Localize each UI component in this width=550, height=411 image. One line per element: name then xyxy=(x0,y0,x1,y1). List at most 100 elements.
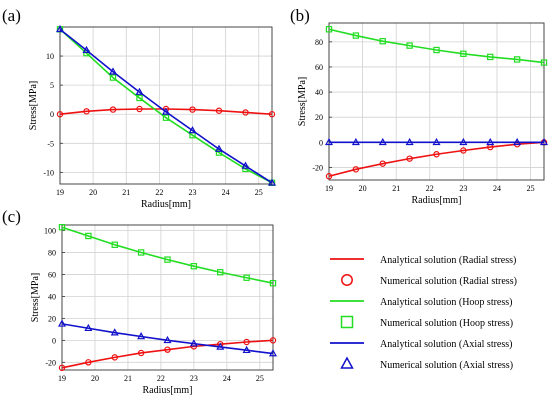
x-tick-label: 19 xyxy=(58,374,66,383)
x-tick-label: 24 xyxy=(223,374,231,383)
series-3 xyxy=(324,137,549,146)
data-point xyxy=(351,137,360,146)
x-tick-label: 22 xyxy=(426,184,434,193)
y-tick-label: 40 xyxy=(315,88,323,97)
data-point xyxy=(243,338,250,346)
x-tick-label: 23 xyxy=(190,374,198,383)
y-tick-label: 60 xyxy=(48,270,56,279)
data-point xyxy=(56,111,64,118)
data-point xyxy=(540,59,548,66)
series-line xyxy=(59,28,273,184)
data-point xyxy=(162,114,170,121)
x-tick-label: 23 xyxy=(459,184,467,193)
y-tick-label: -5 xyxy=(47,139,54,148)
y-tick-label: 0 xyxy=(52,336,56,345)
data-point xyxy=(136,105,143,113)
plot-frame xyxy=(59,26,273,185)
series-1 xyxy=(325,139,548,180)
x-tick-label: 21 xyxy=(392,184,400,193)
data-point xyxy=(243,274,250,281)
data-point xyxy=(432,137,441,146)
legend-marker-circle xyxy=(341,274,353,286)
data-point xyxy=(378,137,387,146)
series-2 xyxy=(58,223,277,287)
y-tick-label: 5 xyxy=(50,81,54,90)
y-tick-label: 40 xyxy=(48,292,56,301)
data-point xyxy=(486,137,495,146)
legend-label: Numerical solution (Hoop stress) xyxy=(380,318,513,329)
x-tick-label: 25 xyxy=(255,188,263,197)
x-tick-label: 20 xyxy=(359,184,367,193)
series-line xyxy=(59,28,273,184)
data-point xyxy=(137,349,145,357)
legend-label: Analytical solution (Axial stress) xyxy=(380,339,512,350)
y-tick-label: -20 xyxy=(312,163,323,172)
data-point xyxy=(269,337,277,344)
series-line xyxy=(328,141,545,178)
x-tick-label: 24 xyxy=(493,184,501,193)
x-tick-label: 21 xyxy=(122,188,130,197)
data-point xyxy=(325,173,333,180)
x-tick-label: 19 xyxy=(56,188,64,197)
data-point xyxy=(214,144,224,152)
y-tick-label: 0 xyxy=(319,138,323,147)
y-tick-label: 80 xyxy=(48,248,56,257)
data-point xyxy=(58,364,66,372)
series-2 xyxy=(325,26,548,66)
data-point xyxy=(268,349,278,357)
data-point xyxy=(539,137,549,146)
data-point xyxy=(405,137,414,146)
x-tick-label: 21 xyxy=(124,374,132,383)
data-point xyxy=(460,147,467,154)
data-point xyxy=(269,280,277,287)
x-axis-label: Radius[mm] xyxy=(141,199,191,210)
chart-panel-2: (b) 19 20 21 22 23 24 25 -20 0 20 40 60 80 Radius[mm] S… xyxy=(290,6,549,206)
data-point xyxy=(513,56,521,63)
data-point xyxy=(164,256,171,263)
data-point xyxy=(216,342,225,350)
panel-label: (a) xyxy=(2,6,21,25)
data-point xyxy=(136,94,143,102)
series-line xyxy=(61,226,274,285)
series-line xyxy=(61,323,274,355)
data-point xyxy=(84,323,93,332)
y-tick-label: 20 xyxy=(315,113,323,122)
data-point xyxy=(109,74,117,81)
data-point xyxy=(215,107,223,114)
data-point xyxy=(352,32,360,39)
x-tick-label: 20 xyxy=(89,188,97,197)
data-point xyxy=(352,166,360,173)
data-point xyxy=(268,111,276,118)
data-point xyxy=(109,106,117,113)
data-point xyxy=(189,339,198,347)
data-point xyxy=(242,345,251,354)
data-point xyxy=(111,354,118,361)
data-point xyxy=(189,106,196,113)
data-point xyxy=(459,137,468,146)
y-tick-label: 20 xyxy=(48,314,56,323)
data-point xyxy=(433,46,440,54)
data-point xyxy=(137,249,145,256)
plot-frame xyxy=(61,224,274,371)
legend: Analytical solution (Radial stress) Numer… xyxy=(330,255,517,371)
data-point xyxy=(487,53,494,61)
data-point xyxy=(57,319,67,327)
y-tick-label: 10 xyxy=(46,52,54,61)
data-point xyxy=(85,232,92,240)
y-axis-label: Stress[MPa] xyxy=(30,273,41,322)
data-point xyxy=(190,262,198,270)
data-point xyxy=(161,107,171,115)
y-tick-label: 80 xyxy=(315,38,323,47)
data-point xyxy=(513,137,522,146)
y-axis-label: Stress[MPa] xyxy=(28,81,39,130)
data-point xyxy=(108,67,118,75)
x-tick-label: 25 xyxy=(256,374,264,383)
data-point xyxy=(379,38,386,45)
data-point xyxy=(83,108,90,115)
series-line xyxy=(61,339,274,369)
x-tick-label: 23 xyxy=(189,188,197,197)
y-tick-label: 0 xyxy=(50,110,54,119)
data-point xyxy=(55,24,65,33)
x-tick-label: 19 xyxy=(325,184,333,193)
